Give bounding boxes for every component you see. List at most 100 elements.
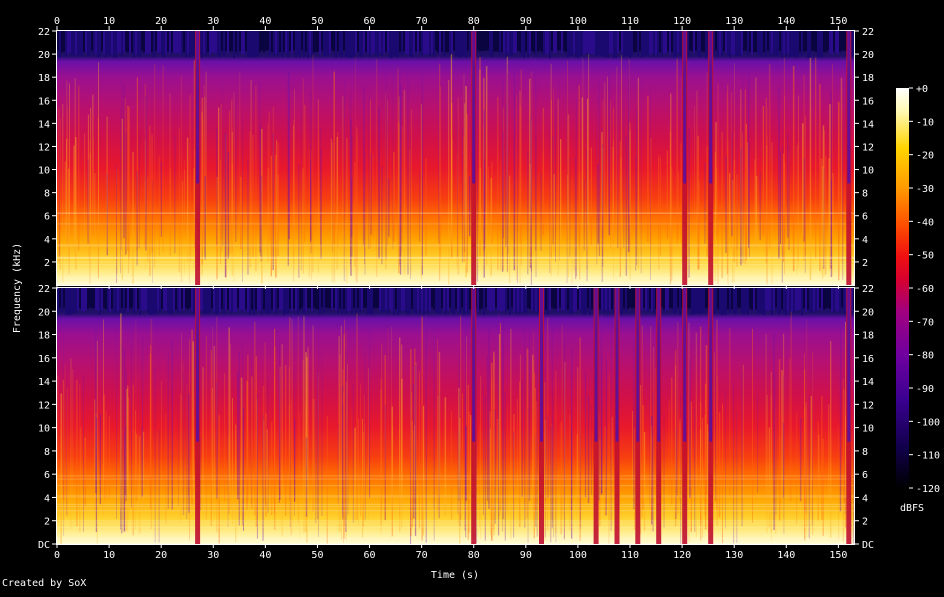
spectrogram-texture (87, 31, 89, 56)
spectrogram-texture (773, 288, 775, 311)
spectrogram-texture (517, 79, 518, 283)
spectrogram-texture (705, 31, 707, 58)
spectrogram-texture (817, 421, 819, 521)
spectrogram-texture (642, 404, 644, 509)
spectrogram-texture (533, 31, 535, 52)
spectrogram-texture (495, 31, 497, 52)
spectrogram-texture (489, 31, 491, 55)
spectrogram-texture (91, 288, 93, 309)
spectrogram-texture (121, 80, 123, 251)
spectrogram-texture (293, 31, 295, 51)
spectrogram-texture (188, 393, 190, 513)
spectrogram-texture (401, 31, 403, 56)
spectrogram-texture (312, 54, 314, 273)
spectrogram-texture (63, 31, 65, 52)
spectrogram-texture (149, 353, 152, 497)
spectrogram-texture (149, 345, 152, 509)
spectrogram-texture (57, 245, 854, 247)
spectrogram-texture (694, 106, 695, 255)
spectrogram-texture (537, 288, 539, 313)
spectrogram-texture (379, 31, 381, 53)
spectrogram-texture (671, 288, 673, 309)
spectrogram-texture (58, 108, 60, 263)
spectrogram-texture (305, 288, 307, 312)
spectrogram-texture (513, 31, 515, 54)
spectrogram-texture (485, 31, 487, 51)
spectrogram-texture (95, 31, 97, 54)
spectrogram-texture (157, 432, 159, 543)
spectrogram-texture (828, 404, 830, 500)
spectrogram-texture (736, 174, 738, 267)
spectrogram-texture (249, 131, 251, 267)
spectrogram-texture (479, 288, 481, 310)
spectrogram-texture (405, 31, 407, 55)
spectrogram-texture (350, 119, 352, 276)
spectrogram-texture (700, 326, 702, 525)
spectrogram-texture (337, 132, 339, 248)
spectrogram-texture (591, 31, 593, 55)
spectrogram-texture (357, 31, 359, 53)
spectrogram-texture (721, 131, 723, 279)
x-tick-label-bottom: 70 (416, 550, 428, 561)
spectrogram-texture (771, 31, 773, 54)
spectrogram-texture (782, 423, 785, 498)
spectrogram-texture (552, 135, 554, 245)
spectrogram-texture (278, 339, 280, 503)
spectrogram-texture (427, 31, 429, 55)
spectrogram-texture (513, 288, 515, 312)
spectrogram-texture (673, 31, 675, 58)
spectrogram-texture (193, 31, 195, 56)
spectrogram-texture (813, 31, 815, 51)
spectrogram-texture (717, 31, 719, 57)
spectrogram-texture (136, 434, 138, 513)
y-tick-label-channel-1: 8 (44, 189, 50, 200)
spectrogram-texture (722, 403, 723, 543)
spectrogram-texture (467, 103, 468, 260)
spectrogram-texture (585, 288, 587, 314)
spectrogram-texture (188, 95, 190, 284)
spectrogram-texture (211, 288, 213, 309)
spectrogram-texture (397, 68, 399, 247)
spectrogram-texture (123, 433, 125, 531)
x-tick-label-bottom: 50 (311, 550, 323, 561)
spectrogram-texture (573, 288, 575, 312)
spectrogram-texture (802, 123, 804, 237)
spectrogram-texture (59, 31, 61, 58)
spectrogram-texture (479, 69, 481, 240)
spectrogram-texture (791, 288, 793, 312)
spectrogram-texture (159, 288, 161, 313)
spectrogram-texture (381, 288, 383, 313)
spectrogram-texture (561, 288, 563, 310)
spectrogram-texture (57, 212, 854, 214)
spectrogram-texture (261, 31, 263, 51)
spectrogram-texture (251, 376, 253, 509)
dropout-band (196, 288, 200, 442)
spectrogram-texture (549, 31, 551, 59)
spectrogram-texture (415, 288, 417, 315)
spectrogram-texture (245, 288, 247, 310)
spectrogram-texture (342, 369, 344, 527)
spectrogram-texture (779, 288, 781, 315)
spectrogram-texture (111, 31, 113, 55)
spectrogram-texture (627, 288, 629, 309)
spectrogram-texture (399, 288, 401, 313)
spectrogram-texture (387, 117, 389, 246)
spectrogram-texture (696, 90, 698, 241)
spectrogram-texture (142, 431, 145, 512)
spectrogram-texture (337, 423, 339, 504)
spectrogram-texture (75, 288, 77, 314)
spectrogram-texture (83, 288, 85, 312)
spectrogram-texture (781, 370, 783, 494)
spectrogram-texture (59, 288, 61, 308)
spectrogram-texture (343, 334, 345, 539)
spectrogram-texture (57, 277, 854, 279)
spectrogram-texture (291, 31, 293, 55)
spectrogram-texture (603, 288, 605, 313)
spectrogram-texture (757, 31, 759, 56)
spectrogram-texture (733, 131, 735, 262)
spectrogram-texture (591, 288, 593, 309)
spectrogram-texture (126, 389, 128, 531)
spectrogram-texture (75, 137, 77, 270)
spectrogram-texture (203, 288, 205, 314)
spectrogram-texture (143, 31, 145, 53)
